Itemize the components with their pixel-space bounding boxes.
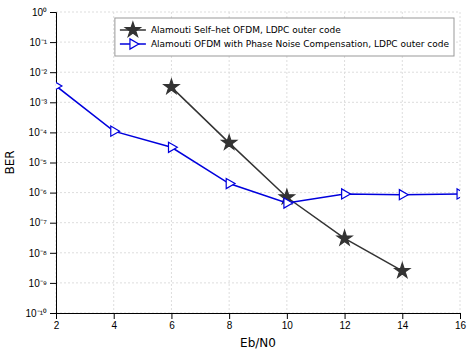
tick-mark (50, 313, 56, 314)
axis-line (57, 314, 461, 320)
grid-line (56, 252, 460, 253)
tick-mark (50, 102, 56, 103)
series-group (56, 79, 460, 277)
tick-label: 10⁻⁶ (29, 187, 47, 198)
y-axis: 10⁻¹⁰ 10⁻⁹ 10⁻⁸ 10⁻⁷ 10⁻⁶ 10⁻⁵ 10⁻⁴ 10⁻³ 10⁻² 10⁻… (26, 7, 57, 319)
tick-mark (50, 193, 56, 194)
tick-mark (345, 313, 346, 319)
tick: 10⁻⁸ (29, 248, 56, 259)
tick: 10 (282, 313, 294, 331)
point (337, 231, 352, 245)
tick-label: 10 (282, 320, 294, 331)
grid-line (56, 222, 460, 223)
tick-label: 14 (397, 320, 409, 331)
series-line (56, 86, 460, 203)
point (168, 142, 177, 152)
tick-mark (171, 313, 172, 319)
point (284, 198, 293, 208)
tick: 10⁻⁵ (29, 157, 56, 168)
tick-mark (50, 12, 56, 13)
legend-item: Alamouti Self–het OFDM, LDPC outer code (120, 22, 341, 36)
plot: 24681012141610⁻¹⁰10⁻⁹10⁻⁸10⁻⁷10⁻⁶10⁻⁵10⁻… (26, 7, 467, 331)
grid-line (171, 12, 172, 313)
grid-line (56, 102, 460, 103)
tick-label: 10⁻⁵ (29, 157, 47, 168)
legend-symbol (130, 39, 139, 49)
point (342, 189, 351, 199)
tick-mark (50, 132, 56, 133)
tick-label: 10⁻¹⁰ (26, 308, 47, 319)
point (111, 126, 120, 136)
tick: 10⁻⁹ (29, 278, 56, 289)
tick: 16 (455, 313, 467, 331)
tick: 10⁻¹ (30, 37, 56, 48)
tick-label: 2 (54, 320, 60, 331)
tick: 10⁻² (30, 67, 56, 78)
point (226, 178, 235, 188)
tick-label: 8 (227, 320, 233, 331)
axis-line (50, 13, 57, 314)
tick-mark (460, 313, 461, 319)
point (399, 190, 408, 200)
point (395, 263, 410, 277)
tick-mark (229, 313, 230, 319)
legend-label: Alamouti Self–het OFDM, LDPC outer code (151, 25, 341, 35)
tick-label: 10⁻⁴ (29, 127, 47, 138)
series-line (171, 87, 402, 271)
grid-line (56, 72, 460, 73)
grid-line (56, 282, 460, 283)
tick: 10⁻⁷ (29, 217, 56, 228)
tick-label: 4 (111, 320, 117, 331)
tick: 14 (397, 313, 409, 331)
point (457, 189, 460, 199)
tick-mark (114, 313, 115, 319)
tick: 2 (54, 313, 60, 331)
tick: 10⁻¹⁰ (26, 308, 56, 319)
legend: Alamouti Self–het OFDM, LDPC outer code A… (115, 18, 454, 56)
tick-label: 10⁻¹ (30, 37, 48, 48)
tick: 10⁰ (32, 7, 56, 18)
tick: 10⁻³ (30, 97, 56, 108)
grid (56, 12, 460, 313)
x-axis-title: Eb/N0 (240, 336, 276, 350)
tick-mark (50, 72, 56, 73)
tick: 12 (340, 313, 352, 331)
tick-label: 10⁻⁸ (29, 248, 47, 259)
tick-label: 10⁻³ (30, 97, 48, 108)
legend-box (115, 18, 454, 56)
tick-mark (402, 313, 403, 319)
tick-mark (50, 42, 56, 43)
tick-mark (287, 313, 288, 319)
tick-label: 6 (169, 320, 175, 331)
tick-label: 10⁻⁷ (29, 217, 47, 228)
tick-label: 10⁰ (32, 7, 47, 18)
legend-symbol (125, 22, 140, 36)
tick-mark (50, 223, 56, 224)
point (56, 81, 62, 91)
point (164, 79, 179, 93)
tick: 10⁻⁶ (29, 187, 56, 198)
x-axis: 2 4 6 8 10 12 14 16 (54, 313, 467, 331)
legend-label: Alamouti OFDM with Phase Noise Compensat… (151, 39, 450, 49)
tick: 10⁻⁴ (29, 127, 56, 138)
tick: 6 (169, 313, 175, 331)
chart: 24681012141610⁻¹⁰10⁻⁹10⁻⁸10⁻⁷10⁻⁶10⁻⁵10⁻… (0, 0, 474, 355)
point (222, 135, 237, 149)
y-axis-title: BER (3, 150, 17, 174)
tick-mark (50, 283, 56, 284)
tick-label: 10⁻² (30, 67, 48, 78)
grid-line (56, 162, 460, 163)
tick: 4 (111, 313, 117, 331)
legend-item: Alamouti OFDM with Phase Noise Compensat… (120, 39, 450, 49)
grid-line (56, 12, 460, 13)
tick-mark (50, 163, 56, 164)
tick-label: 16 (455, 320, 467, 331)
grid-line (286, 12, 287, 313)
tick-label: 12 (340, 320, 352, 331)
tick-mark (50, 253, 56, 254)
tick: 8 (227, 313, 233, 331)
tick-label: 10⁻⁹ (29, 278, 47, 289)
